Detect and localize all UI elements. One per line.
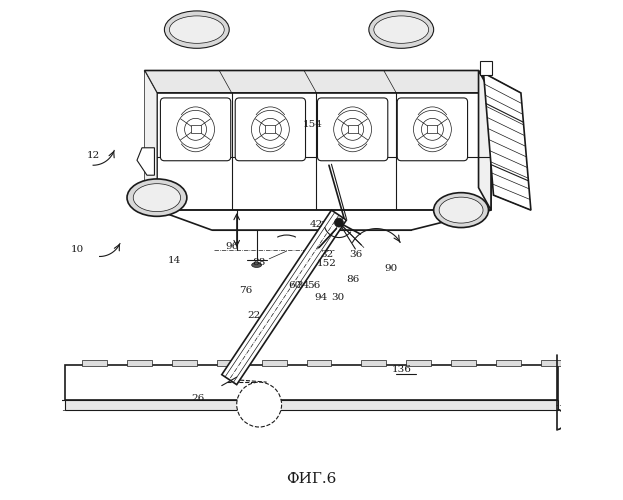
Text: 30: 30 (331, 293, 345, 302)
Text: ФИГ.6: ФИГ.6 (287, 472, 336, 486)
Circle shape (252, 110, 289, 148)
Ellipse shape (374, 16, 429, 44)
Circle shape (237, 382, 282, 427)
Text: 22: 22 (247, 312, 261, 320)
Bar (157, 93, 491, 210)
Ellipse shape (252, 262, 262, 268)
Text: 12: 12 (87, 151, 100, 160)
Bar (65, 364, 558, 400)
Ellipse shape (434, 192, 488, 228)
Text: 14: 14 (168, 256, 181, 266)
Ellipse shape (164, 11, 229, 49)
Text: 36: 36 (350, 250, 363, 260)
Bar (191, 126, 201, 134)
Ellipse shape (127, 179, 187, 216)
Text: 154: 154 (303, 120, 323, 129)
Text: 76: 76 (239, 286, 252, 296)
Circle shape (414, 110, 451, 148)
Text: 26: 26 (192, 394, 205, 403)
Polygon shape (483, 73, 531, 210)
Text: 152: 152 (316, 260, 336, 268)
Bar (265, 126, 275, 134)
Ellipse shape (133, 184, 181, 212)
Text: 86: 86 (346, 276, 359, 284)
Polygon shape (145, 70, 157, 210)
Text: 96: 96 (225, 242, 239, 250)
Text: 60: 60 (288, 282, 302, 290)
Ellipse shape (369, 11, 434, 49)
Circle shape (421, 118, 444, 141)
Circle shape (334, 110, 371, 148)
Bar (496, 360, 521, 366)
Bar (348, 126, 358, 134)
Polygon shape (137, 148, 155, 175)
Bar (427, 126, 437, 134)
Text: 90: 90 (384, 264, 398, 274)
Polygon shape (222, 210, 346, 384)
Bar (541, 360, 566, 366)
Bar (451, 360, 476, 366)
Bar (406, 360, 431, 366)
Text: 94: 94 (315, 293, 328, 302)
Bar (217, 360, 242, 366)
Text: 42: 42 (310, 220, 323, 228)
Polygon shape (157, 210, 491, 230)
Circle shape (184, 118, 207, 141)
Circle shape (177, 110, 214, 148)
Text: 10: 10 (70, 244, 83, 254)
Ellipse shape (169, 16, 224, 44)
FancyBboxPatch shape (318, 98, 388, 160)
FancyBboxPatch shape (160, 98, 231, 160)
Text: 136: 136 (391, 365, 411, 374)
Circle shape (335, 218, 343, 227)
FancyBboxPatch shape (397, 98, 468, 160)
Text: 56: 56 (307, 282, 321, 290)
Bar (307, 360, 331, 366)
Polygon shape (478, 70, 491, 210)
Circle shape (259, 118, 282, 141)
Polygon shape (145, 70, 491, 93)
Bar (480, 60, 492, 76)
Bar (127, 360, 152, 366)
Text: 34: 34 (297, 282, 310, 290)
Bar (172, 360, 197, 366)
FancyBboxPatch shape (235, 98, 305, 160)
Bar (361, 360, 386, 366)
Circle shape (341, 118, 364, 141)
Ellipse shape (439, 197, 483, 223)
Bar (82, 360, 107, 366)
Text: 32: 32 (320, 250, 333, 260)
Bar (65, 400, 558, 409)
Text: 88: 88 (252, 258, 266, 267)
Bar (262, 360, 287, 366)
